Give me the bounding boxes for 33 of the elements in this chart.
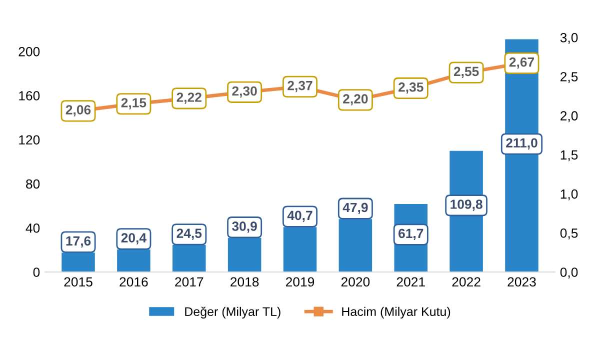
x-tick-label: 2022 bbox=[452, 277, 480, 287]
y-tick-label: 120 bbox=[19, 135, 40, 145]
x-tick-label: 2023 bbox=[508, 277, 536, 287]
y-tick-label: 40 bbox=[26, 223, 40, 233]
x-tick-label: 2017 bbox=[175, 277, 204, 287]
x-tick-label: 2015 bbox=[64, 277, 92, 287]
y2-tick-label: 0,5 bbox=[560, 228, 578, 240]
y-tick-label: 0 bbox=[33, 268, 40, 277]
y-tick-label: 80 bbox=[26, 179, 40, 189]
data-label: 30,9 bbox=[232, 222, 257, 233]
x-tick-label: 2021 bbox=[396, 277, 425, 287]
data-label: 24,5 bbox=[176, 228, 202, 240]
data-label: 211,0 bbox=[506, 138, 538, 150]
data-label: 61,7 bbox=[398, 228, 424, 240]
legend-label: Değer (Milyar TL) bbox=[185, 306, 280, 319]
data-label: 47,9 bbox=[342, 202, 368, 214]
x-tick-label: 2019 bbox=[286, 277, 314, 287]
data-label: 17,6 bbox=[66, 236, 91, 248]
y2-tick-label: 3,0 bbox=[560, 32, 578, 44]
legend-label: Hacim (Milyar Kutu) bbox=[342, 306, 450, 319]
y2-tick-label: 2,0 bbox=[560, 111, 578, 122]
x-tick-label: 2016 bbox=[120, 277, 148, 287]
data-label: 40,7 bbox=[287, 210, 312, 222]
y2-tick-label: 0,0 bbox=[560, 268, 578, 278]
data-label: 20,4 bbox=[121, 233, 146, 244]
y2-tick-label: 2,5 bbox=[560, 72, 578, 83]
y-tick-label: 200 bbox=[18, 46, 40, 56]
x-tick-label: 2020 bbox=[341, 277, 370, 287]
x-tick-label: 2018 bbox=[230, 277, 259, 287]
y2-tick-label: 1,0 bbox=[560, 189, 578, 200]
y2-tick-label: 1,5 bbox=[560, 150, 578, 162]
data-label: 109,8 bbox=[450, 200, 482, 211]
y-tick-label: 160 bbox=[19, 91, 40, 100]
